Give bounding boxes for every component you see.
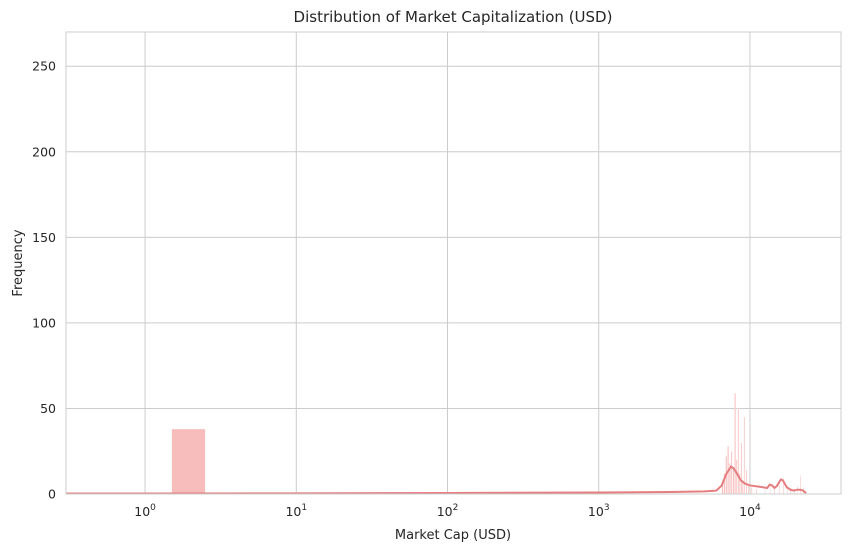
x-tick-label: 101 [285, 503, 307, 519]
x-tick-base: 10 [285, 504, 301, 519]
x-tick-exponent: 0 [150, 503, 156, 513]
x-tick-exponent: 2 [453, 503, 459, 513]
histogram-bar [778, 483, 780, 495]
y-tick-label: 200 [32, 144, 56, 159]
x-tick-label: 103 [588, 503, 610, 519]
x-axis-label: Market Cap (USD) [395, 528, 511, 543]
y-axis-label: Frequency [11, 229, 26, 296]
y-tick-label: 0 [48, 487, 56, 502]
x-tick-exponent: 4 [755, 503, 761, 513]
x-tick-base: 10 [739, 504, 755, 519]
x-tick-base: 10 [437, 504, 453, 519]
plot-frame [65, 31, 842, 495]
x-tick-label: 100 [134, 503, 156, 519]
histogram-bar [740, 442, 743, 495]
y-tick-label: 50 [40, 401, 56, 416]
x-tick-base: 10 [134, 504, 150, 519]
y-tick-label: 250 [32, 59, 56, 74]
histogram-bar [730, 451, 733, 495]
x-tick-label: 104 [739, 503, 761, 519]
x-tick-base: 10 [588, 504, 604, 519]
histogram-bar [732, 468, 735, 495]
histogram-bar [764, 488, 766, 495]
gridlines [66, 32, 841, 495]
histogram-bar [751, 487, 753, 495]
kde-curve-group [66, 465, 807, 495]
histogram-bar [734, 392, 736, 495]
y-tick-label: 100 [32, 315, 56, 330]
chart-title: Distribution of Market Capitalization (U… [294, 8, 613, 26]
histogram-bar [800, 475, 802, 495]
x-tick-exponent: 1 [301, 503, 307, 513]
kde-curve [66, 465, 807, 495]
y-axis-ticks: 0 50 100 150 200 250 [32, 59, 56, 502]
plot-area [66, 32, 841, 494]
histogram-bar [735, 459, 738, 495]
x-tick-label: 102 [437, 503, 459, 519]
histogram-bar [737, 408, 740, 495]
x-tick-exponent: 3 [604, 503, 610, 513]
histogram-bar [171, 428, 206, 495]
histogram-bar [756, 488, 758, 495]
histogram-bar [745, 469, 748, 495]
x-axis-ticks: 100 101 102 103 104 [134, 503, 761, 519]
y-tick-label: 150 [32, 230, 56, 245]
